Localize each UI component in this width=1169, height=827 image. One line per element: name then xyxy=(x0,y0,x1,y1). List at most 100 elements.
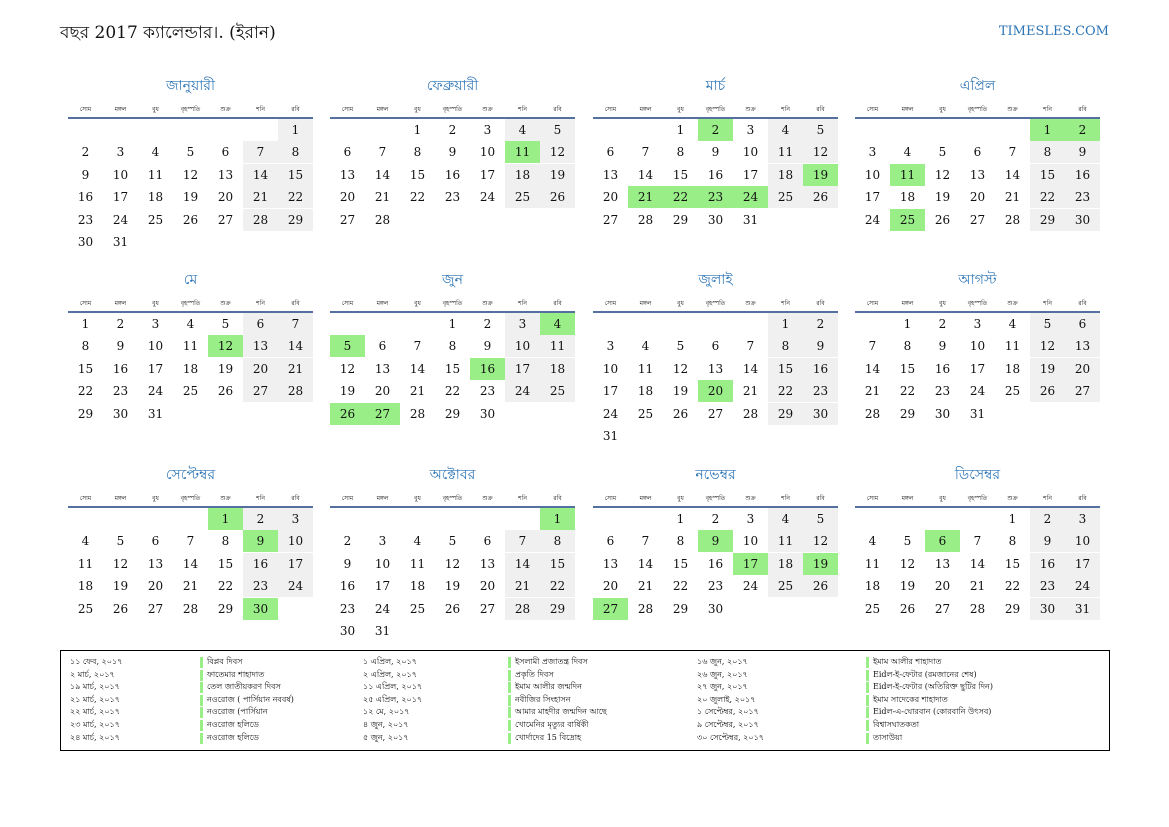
day: 8 xyxy=(81,339,90,354)
day: 12 xyxy=(339,361,356,376)
day: 7 xyxy=(641,145,650,160)
day: 26 xyxy=(934,212,951,227)
day: 23 xyxy=(339,601,356,616)
day: 24 xyxy=(112,212,129,227)
day: 28 xyxy=(1004,212,1021,227)
day: 13 xyxy=(243,335,278,358)
day: 6 xyxy=(711,339,720,354)
day: 7 xyxy=(278,313,313,335)
month-name: অক্টোবর xyxy=(429,467,476,483)
holiday-date: ২ মার্চ, ২০১৭ xyxy=(70,669,115,679)
holiday-marker xyxy=(866,694,869,706)
day: 5 xyxy=(803,508,838,530)
day: 29 xyxy=(1004,601,1021,616)
weekday: সোম xyxy=(604,106,617,113)
day: 10 xyxy=(602,361,619,376)
site-link[interactable]: TIMESLES.COM xyxy=(998,24,1109,39)
day: 2 xyxy=(483,317,492,331)
day: 18 xyxy=(1004,361,1021,376)
weekday: শুক্র xyxy=(1007,495,1018,502)
day: 28 xyxy=(243,208,278,231)
day: 14 xyxy=(637,167,654,182)
day: 12 xyxy=(182,167,199,182)
holiday-marker xyxy=(200,694,203,706)
weekday: মঙ্গল xyxy=(901,300,914,307)
day: 10 xyxy=(1065,530,1100,553)
day: 9 xyxy=(116,339,125,354)
day: 1 xyxy=(278,119,313,141)
weekday: রবি xyxy=(816,495,825,502)
weekday: বুধ xyxy=(677,495,684,502)
day: 24 xyxy=(602,406,619,421)
day: 20 xyxy=(602,579,619,594)
day: 16 xyxy=(1030,552,1065,575)
holiday-date: ২২ মার্চ, ২০১৭ xyxy=(70,707,120,717)
weekday: সোম xyxy=(341,300,354,307)
month-rule xyxy=(593,311,838,313)
day: 25 xyxy=(409,601,426,616)
day: 22 xyxy=(663,186,698,209)
day: 19 xyxy=(112,579,129,594)
day: 7 xyxy=(243,141,278,164)
holiday-marker xyxy=(508,720,511,731)
day: 23 xyxy=(707,579,724,594)
day: 2 xyxy=(116,317,125,331)
day: 29 xyxy=(278,208,313,231)
weekday: শনি xyxy=(1043,495,1052,502)
weekday: বুধ xyxy=(152,106,159,113)
day: 10 xyxy=(742,534,759,549)
day: 25 xyxy=(147,212,164,227)
day: 14 xyxy=(243,163,278,186)
weekday: বুধ xyxy=(677,106,684,113)
day: 30 xyxy=(934,406,951,421)
day: 2 xyxy=(343,534,352,549)
weekday: শনি xyxy=(1043,106,1052,113)
holiday-name: খোর্দাদের 15 বিদ্রোহ xyxy=(515,732,582,742)
day: 24 xyxy=(278,575,313,598)
day: 2 xyxy=(938,317,947,331)
day: 20 xyxy=(479,579,496,594)
holiday-name: ইমাম আলীর জন্মদিন xyxy=(515,682,582,692)
day: 19 xyxy=(182,190,199,205)
day: 23 xyxy=(1030,575,1065,598)
day: 31 xyxy=(742,212,759,227)
day: 19 xyxy=(803,163,838,186)
day: 3 xyxy=(746,123,755,137)
day: 8 xyxy=(676,534,685,549)
day: 23 xyxy=(698,186,733,209)
day: 4 xyxy=(413,534,422,549)
day: 1 xyxy=(81,317,90,331)
day: 27 xyxy=(339,212,356,227)
holiday-marker xyxy=(508,732,511,744)
day: 30 xyxy=(707,212,724,227)
day: 20 xyxy=(217,190,234,205)
day: 29 xyxy=(217,601,234,616)
weekday: বুধ xyxy=(414,106,421,113)
holiday-marker xyxy=(508,694,511,706)
weekday: শুক্র xyxy=(1007,106,1018,113)
holiday-name: আমার মাহদীর জন্মদিন আছে xyxy=(515,707,607,717)
day: 21 xyxy=(505,575,540,598)
holiday-name: নওরোজ হলিডে xyxy=(207,720,259,729)
day: 25 xyxy=(1004,384,1021,399)
day: 28 xyxy=(278,380,313,403)
weekday: বুধ xyxy=(939,495,946,502)
holiday-marker xyxy=(866,732,869,744)
day: 2 xyxy=(711,512,720,526)
weekday: বৃহস্পতি xyxy=(705,495,726,502)
day: 17 xyxy=(479,167,496,182)
day: 14 xyxy=(1004,167,1021,182)
weekday: মঙ্গল xyxy=(901,106,914,113)
day: 20 xyxy=(934,579,951,594)
day: 15 xyxy=(409,167,426,182)
month-name: জুলাই xyxy=(698,272,733,288)
day: 4 xyxy=(186,317,195,331)
day: 7 xyxy=(868,339,877,354)
day: 26 xyxy=(803,186,838,209)
day: 30 xyxy=(1030,597,1065,620)
day: 9 xyxy=(483,339,492,354)
day: 26 xyxy=(672,406,689,421)
day: 1 xyxy=(768,313,803,335)
weekday: শনি xyxy=(518,106,527,113)
weekday: মঙ্গল xyxy=(639,495,652,502)
